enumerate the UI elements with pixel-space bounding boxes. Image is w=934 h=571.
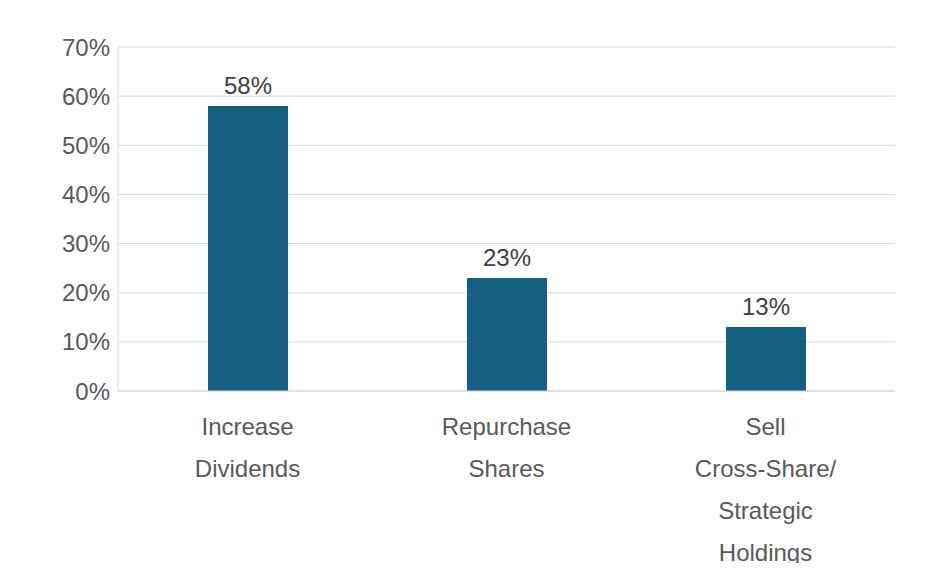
svg-text:SellCross-Share/StrategicHoldi: SellCross-Share/StrategicHoldings: [695, 413, 837, 563]
svg-text:30%: 30%: [62, 230, 110, 257]
svg-text:0%: 0%: [75, 378, 110, 405]
svg-text:23%: 23%: [483, 244, 531, 271]
svg-text:58%: 58%: [224, 72, 272, 99]
svg-text:10%: 10%: [62, 328, 110, 355]
svg-text:RepurchaseShares: RepurchaseShares: [442, 413, 571, 482]
svg-text:13%: 13%: [742, 293, 790, 320]
svg-text:60%: 60%: [62, 83, 110, 110]
svg-text:70%: 70%: [62, 34, 110, 61]
svg-text:50%: 50%: [62, 132, 110, 159]
svg-text:20%: 20%: [62, 279, 110, 306]
svg-text:IncreaseDividends: IncreaseDividends: [195, 413, 300, 482]
svg-text:40%: 40%: [62, 181, 110, 208]
